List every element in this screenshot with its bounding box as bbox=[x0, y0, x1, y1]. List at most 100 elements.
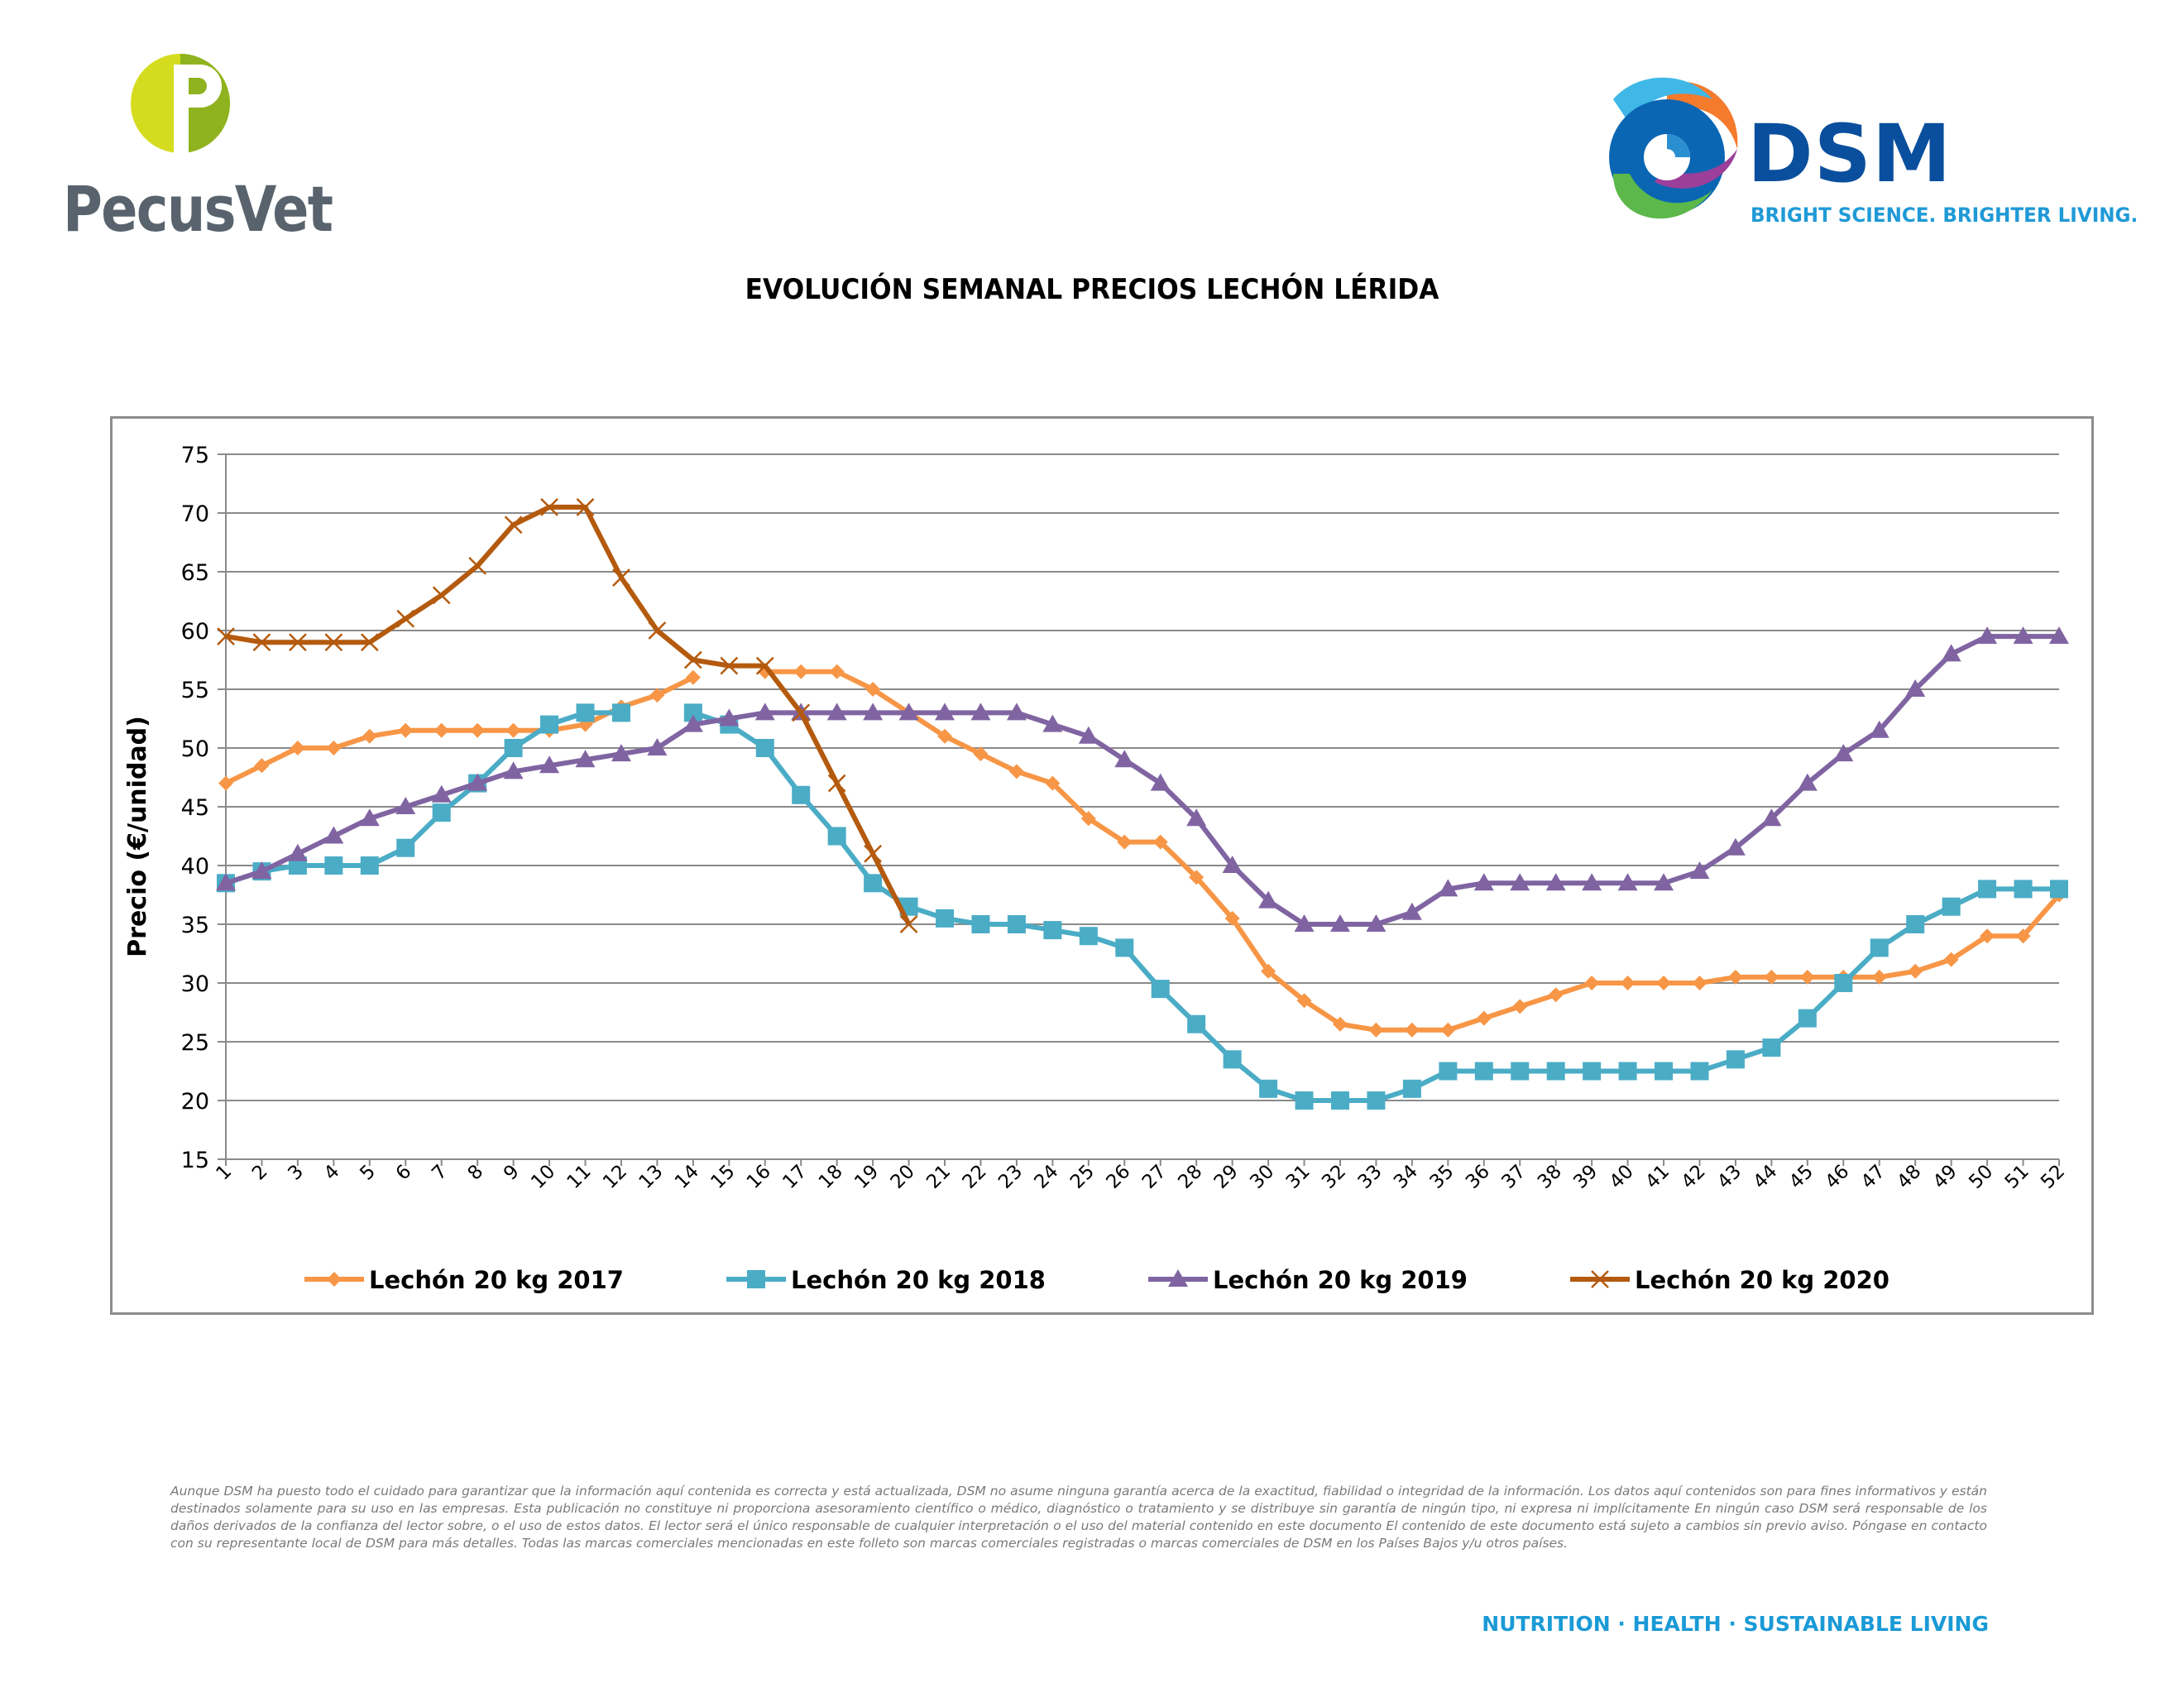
data-point bbox=[1726, 1050, 1745, 1069]
data-point bbox=[755, 656, 774, 675]
x-tick-label: 49 bbox=[1929, 1161, 1961, 1193]
x-tick-label: 51 bbox=[2001, 1161, 2033, 1193]
data-point bbox=[324, 856, 343, 875]
data-point bbox=[1908, 963, 1923, 979]
data-point bbox=[1762, 1038, 1781, 1057]
data-point bbox=[720, 656, 739, 675]
legend: Lechón 20 kg 2017 Lechón 20 kg 2018 Lechón… bbox=[304, 1266, 1889, 1294]
data-point bbox=[470, 722, 486, 738]
data-point bbox=[1404, 1022, 1420, 1038]
data-point bbox=[1440, 1022, 1456, 1038]
data-point bbox=[1510, 873, 1530, 891]
legend-marker bbox=[1168, 1269, 1188, 1287]
data-point bbox=[467, 773, 488, 791]
data-point bbox=[1942, 897, 1961, 916]
legend-item-1: Lechón 20 kg 2017 bbox=[304, 1266, 624, 1294]
x-tick-label: 43 bbox=[1713, 1161, 1746, 1193]
x-tick-label: 14 bbox=[671, 1161, 703, 1193]
x-tick-label: 33 bbox=[1354, 1161, 1387, 1193]
data-point bbox=[1870, 938, 1889, 957]
dsm-swirl-orange bbox=[1667, 81, 1738, 149]
x-tick-label: 52 bbox=[2037, 1161, 2069, 1193]
x-tick-label: 40 bbox=[1606, 1161, 1638, 1193]
data-point bbox=[504, 516, 523, 535]
data-point bbox=[899, 915, 918, 933]
data-point bbox=[755, 739, 774, 757]
data-point bbox=[1152, 834, 1168, 850]
x-tick-label: 47 bbox=[1857, 1161, 1889, 1193]
data-point bbox=[1402, 1079, 1421, 1098]
data-point bbox=[503, 761, 524, 779]
data-point bbox=[1977, 626, 1998, 645]
data-point bbox=[1797, 773, 1818, 791]
data-point bbox=[792, 785, 811, 804]
data-point bbox=[611, 703, 630, 722]
data-point bbox=[540, 715, 559, 734]
data-point bbox=[218, 775, 233, 791]
legend-label: Lechón 20 kg 2020 bbox=[1635, 1266, 1889, 1294]
y-axis-ticks: 15 20 25 30 35 40 45 50 55 60 65 70 75 bbox=[181, 443, 226, 1173]
data-point bbox=[1941, 644, 1961, 662]
data-point bbox=[1115, 938, 1134, 957]
data-point bbox=[1798, 1009, 1817, 1028]
data-point bbox=[863, 703, 884, 721]
data-point bbox=[683, 650, 702, 669]
y-tick-label: 20 bbox=[181, 1089, 209, 1115]
series-lines bbox=[216, 498, 2069, 1110]
data-point bbox=[1042, 714, 1063, 732]
data-point bbox=[1906, 915, 1925, 933]
x-tick-label: 12 bbox=[599, 1161, 631, 1193]
data-point bbox=[1473, 873, 1494, 891]
x-axis-ticks: 1 2 3 4 5 6 7 8 9 10 11 12 13 14 15 16 17 18 19 20 21 22 23 24 2… bbox=[213, 1159, 2069, 1193]
data-point bbox=[396, 609, 415, 628]
data-point bbox=[1080, 811, 1096, 827]
data-point bbox=[649, 688, 665, 703]
x-tick-label: 27 bbox=[1138, 1161, 1171, 1193]
data-point bbox=[575, 750, 596, 768]
data-point bbox=[432, 803, 451, 822]
x-tick-label: 36 bbox=[1462, 1161, 1494, 1193]
x-tick-label: 18 bbox=[815, 1161, 847, 1193]
x-tick-label: 25 bbox=[1066, 1161, 1099, 1193]
data-point bbox=[937, 728, 953, 744]
series-4 bbox=[217, 498, 918, 933]
dsm-tagline: BRIGHT SCIENCE. BRIGHTER LIVING. bbox=[1751, 204, 2138, 227]
data-point bbox=[1329, 914, 1350, 932]
data-point bbox=[433, 722, 449, 738]
legend-item-2: Lechón 20 kg 2018 bbox=[726, 1266, 1046, 1294]
data-point bbox=[1117, 834, 1133, 850]
y-tick-label: 15 bbox=[181, 1148, 209, 1173]
x-tick-label: 32 bbox=[1318, 1161, 1350, 1193]
x-tick-label: 7 bbox=[428, 1161, 452, 1185]
data-point bbox=[1764, 969, 1779, 985]
data-point bbox=[1617, 873, 1638, 891]
x-tick-label: 31 bbox=[1282, 1161, 1315, 1193]
pecusvet-logo-bowl bbox=[174, 65, 222, 108]
data-point bbox=[1689, 861, 1710, 880]
x-tick-label: 21 bbox=[922, 1161, 955, 1193]
data-point bbox=[1618, 1062, 1637, 1081]
y-tick-label: 55 bbox=[181, 678, 209, 703]
y-axis-label: Precio (€/unidad) bbox=[123, 716, 152, 957]
data-point bbox=[1259, 1079, 1278, 1098]
dsm-swirl-inner bbox=[1667, 134, 1690, 157]
data-point bbox=[468, 557, 487, 575]
data-point bbox=[539, 755, 560, 774]
data-point bbox=[827, 827, 846, 846]
data-point bbox=[1656, 976, 1672, 990]
data-point bbox=[793, 664, 809, 679]
data-point bbox=[254, 758, 270, 774]
x-tick-label: 42 bbox=[1678, 1161, 1710, 1193]
chart-title: EVOLUCIÓN SEMANAL PRECIOS LECHÓN LÉRIDA bbox=[745, 273, 1439, 306]
legend-label: Lechón 20 kg 2019 bbox=[1213, 1266, 1468, 1294]
data-point bbox=[505, 722, 521, 738]
y-tick-label: 45 bbox=[181, 795, 209, 821]
data-point bbox=[217, 627, 235, 645]
x-tick-label: 15 bbox=[706, 1161, 739, 1193]
data-point bbox=[973, 746, 989, 762]
series-line bbox=[224, 675, 695, 786]
data-point bbox=[1368, 1022, 1384, 1038]
data-point bbox=[1401, 902, 1422, 920]
data-point bbox=[1438, 879, 1458, 897]
data-point bbox=[970, 703, 991, 721]
